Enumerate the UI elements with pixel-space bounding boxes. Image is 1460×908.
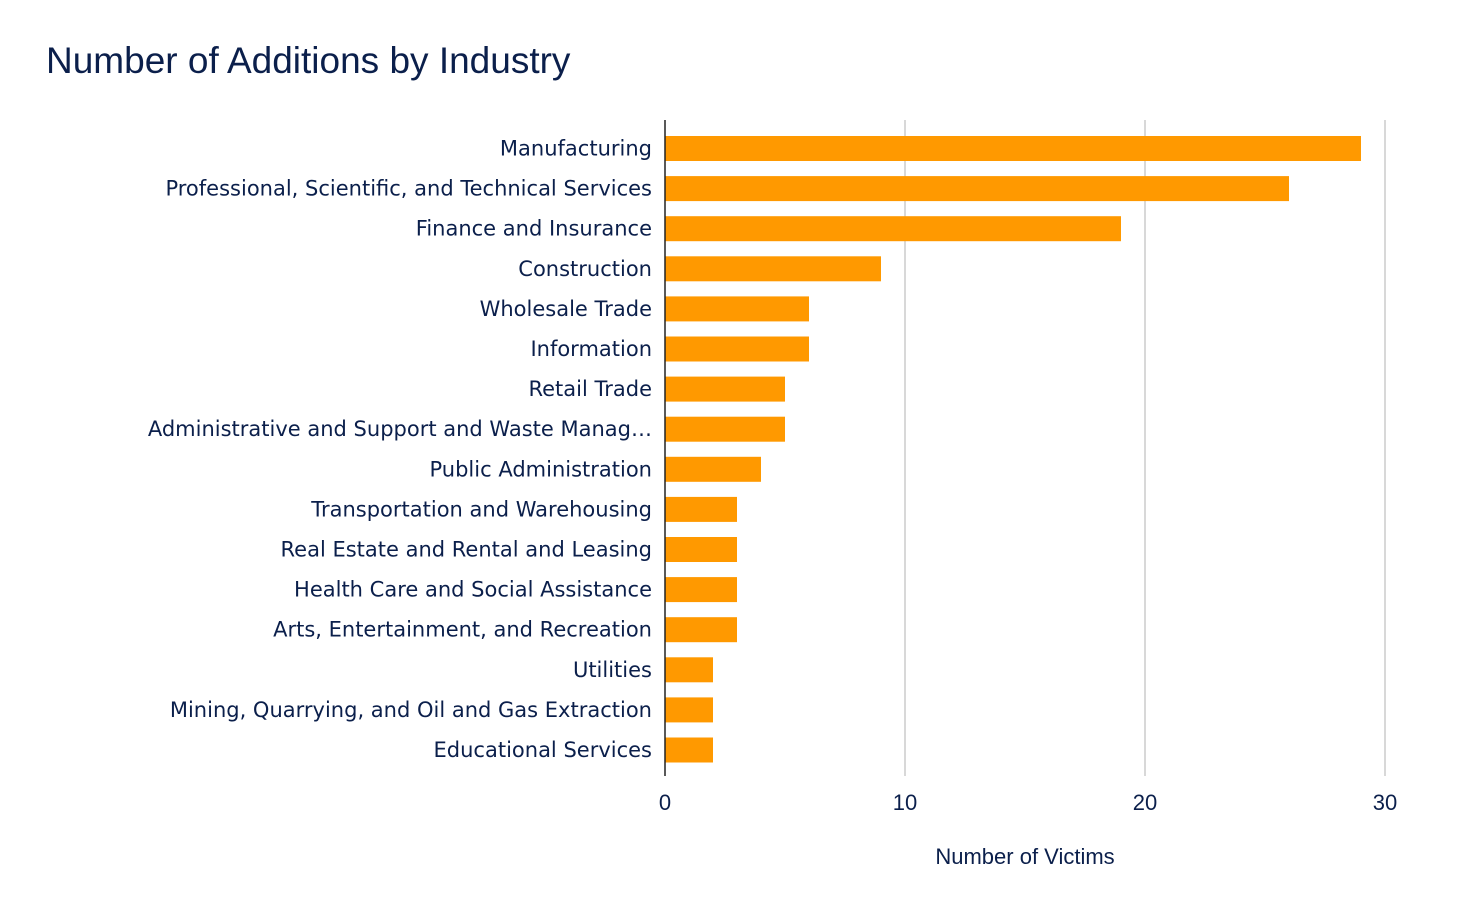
category-label: Retail Trade <box>528 377 652 401</box>
category-label: Information <box>530 337 652 361</box>
bars <box>665 136 1361 763</box>
bar <box>665 136 1361 161</box>
bar <box>665 416 785 442</box>
bar <box>665 256 881 282</box>
x-tick-label: 0 <box>659 790 671 815</box>
category-label: Administrative and Support and Waste Man… <box>148 417 652 441</box>
bar <box>665 537 737 562</box>
category-label: Manufacturing <box>500 137 652 161</box>
bar <box>665 336 809 362</box>
bar <box>665 657 713 683</box>
category-label: Mining, Quarrying, and Oil and Gas Extra… <box>170 698 652 722</box>
bar <box>665 376 785 402</box>
category-label: Real Estate and Rental and Leasing <box>281 538 652 562</box>
x-tick-label: 10 <box>893 790 917 815</box>
category-label: Educational Services <box>434 738 652 762</box>
category-label: Wholesale Trade <box>480 297 652 321</box>
category-label: Finance and Insurance <box>416 217 652 241</box>
x-axis-title: Number of Victims <box>935 844 1114 869</box>
category-labels: Manufacturing Professional, Scientific, a… <box>148 137 652 763</box>
category-label: Construction <box>518 257 652 281</box>
category-label: Transportation and Warehousing <box>310 497 652 521</box>
x-tick-label: 30 <box>1373 790 1397 815</box>
bar <box>665 697 713 723</box>
category-label: Public Administration <box>430 457 653 481</box>
category-label: Utilities <box>573 658 652 682</box>
x-tick-label: 20 <box>1133 790 1157 815</box>
bar <box>665 456 761 482</box>
bar <box>665 176 1289 202</box>
bar <box>665 737 713 763</box>
bar <box>665 496 737 522</box>
bar <box>665 296 809 322</box>
x-tick-labels: 0 10 20 30 <box>659 790 1397 815</box>
bar <box>665 617 737 643</box>
bar <box>665 577 737 603</box>
category-label: Professional, Scientific, and Technical … <box>165 177 652 201</box>
bar <box>665 216 1121 242</box>
chart-title: Number of Additions by Industry <box>46 40 571 81</box>
category-label: Arts, Entertainment, and Recreation <box>273 618 652 642</box>
category-label: Health Care and Social Assistance <box>294 578 652 602</box>
